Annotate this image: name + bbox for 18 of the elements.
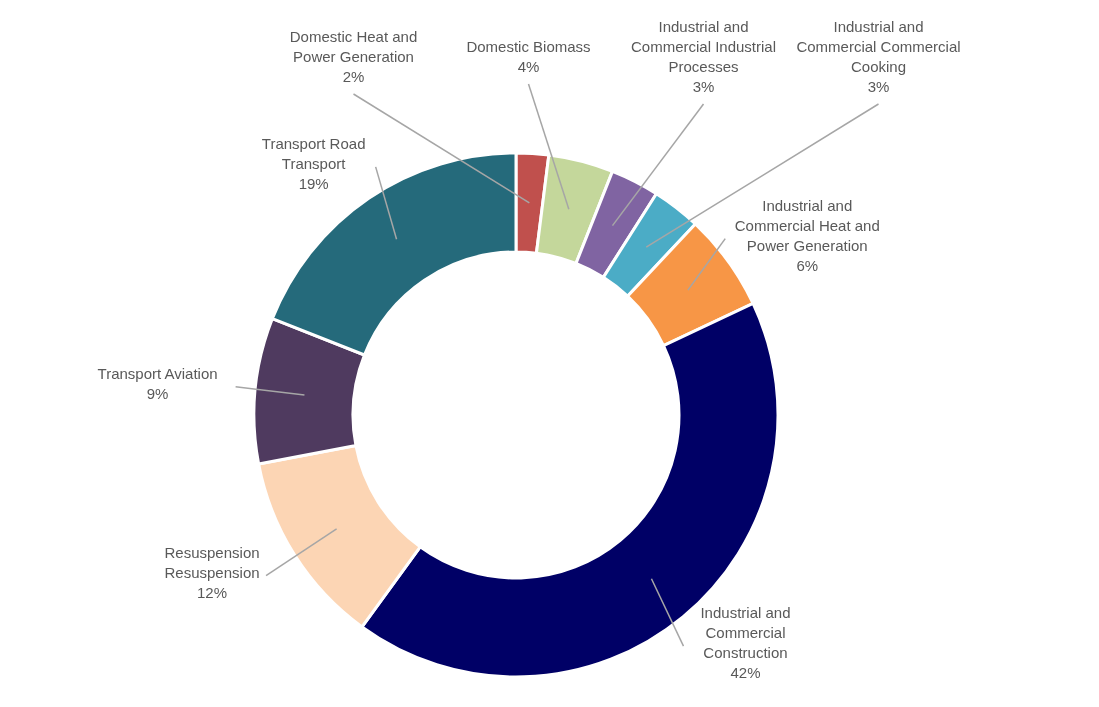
- slice-label: Domestic Biomass: [466, 38, 591, 55]
- data-label: 3%: [867, 78, 890, 95]
- slice-label: Resuspension Resuspension: [164, 543, 260, 581]
- slice-label: Transport Road Transport: [261, 134, 366, 172]
- slice-label: Transport Aviation: [97, 364, 218, 382]
- slice-label: Industrial and Commercial Industrial Processes: [630, 18, 777, 75]
- data-label: 3%: [692, 78, 715, 95]
- data-label: 42%: [730, 664, 761, 682]
- data-label: 4%: [517, 58, 540, 75]
- data-label: 9%: [146, 384, 169, 402]
- data-label: 2%: [342, 68, 365, 85]
- data-label: 6%: [796, 256, 819, 274]
- slice-label: Industrial and Commercial Heat and Power Generation: [734, 196, 880, 254]
- data-label: 19%: [298, 174, 329, 192]
- slice-label: Industrial and Commercial Commercial Cooking: [796, 18, 961, 75]
- slice-label: Industrial and Commercial Construction: [700, 604, 791, 662]
- slice-label: Domestic Heat and Power Generation: [289, 28, 418, 65]
- data-label: 12%: [197, 583, 228, 601]
